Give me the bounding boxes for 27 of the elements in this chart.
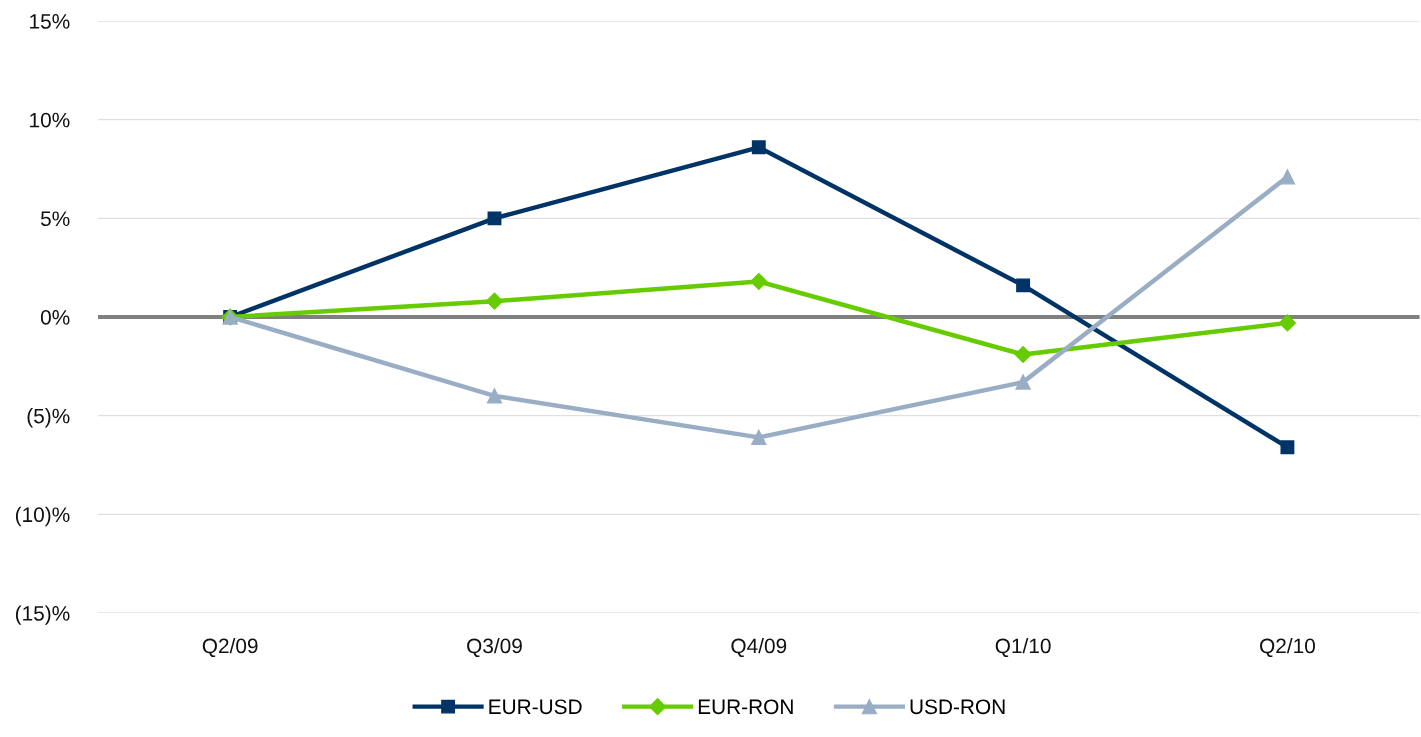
point [1278,314,1296,332]
legend-label: USD-RON [910,699,1005,715]
y-tick-label: 10% [30,112,70,128]
point [751,429,767,446]
x-tick-label: Q2/09 [202,638,258,658]
y-tick-label: 5% [40,211,70,227]
x-tick-label: Q4/09 [731,638,787,658]
point [750,272,768,291]
legend-label: EUR-USD [489,699,582,715]
legend-label: EUR-RON [698,699,793,715]
point [1015,374,1031,390]
point [1016,278,1031,293]
point [487,211,502,226]
y-tick-label: (5)% [27,408,70,428]
point [486,388,503,404]
point [485,292,504,310]
y-tick-label: (15)% [15,605,70,625]
point [1014,345,1032,364]
y-tick-label: 0% [40,310,70,325]
y-tick-label: (10)% [15,506,70,527]
y-tick-label: 15% [30,14,70,29]
point [1279,169,1296,185]
point [1280,440,1295,455]
x-tick-label: Q1/10 [995,638,1051,658]
x-tick-label: Q2/10 [1260,638,1315,658]
point [751,140,766,155]
x-tick-label: Q3/09 [467,638,522,658]
